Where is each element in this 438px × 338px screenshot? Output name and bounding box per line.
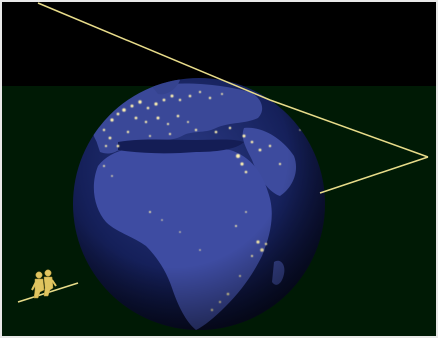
two-observers-icon xyxy=(31,269,57,299)
earth-night-globe-icon xyxy=(73,78,325,330)
night-sky xyxy=(0,0,438,86)
upper-sightline-right xyxy=(269,99,429,158)
upper-sightline-left xyxy=(37,2,271,101)
lower-sightline-right xyxy=(319,156,429,194)
